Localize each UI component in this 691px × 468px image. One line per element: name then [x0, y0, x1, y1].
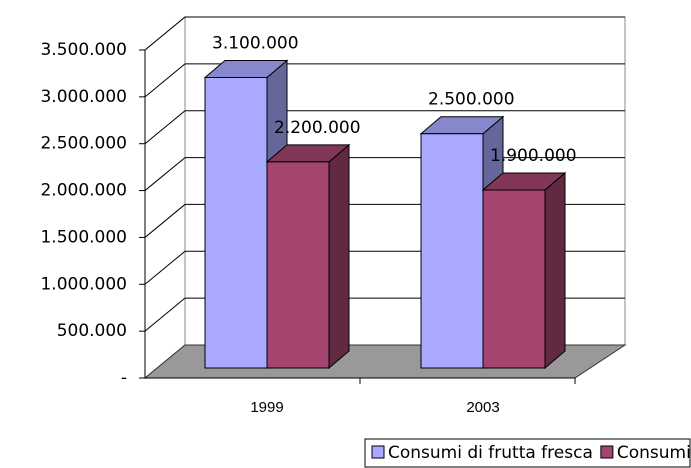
y-tick-label: 3.000.000 — [40, 87, 127, 107]
x-tick-label: 2003 — [466, 399, 499, 416]
grid-line — [144, 16, 625, 51]
bar-front — [266, 161, 330, 369]
grid-line — [144, 110, 625, 145]
grid-line — [144, 63, 625, 98]
value-label: 3.100.000 — [212, 33, 299, 53]
y-tick-label: 1.000.000 — [40, 274, 127, 294]
value-label: 1.900.000 — [490, 146, 577, 166]
bar-front — [482, 189, 546, 369]
legend-label: Consumi di ortaggi freschi — [617, 443, 691, 463]
side-wall — [144, 15, 186, 380]
y-tick-label: 2.000.000 — [40, 181, 127, 201]
legend-marker — [600, 445, 614, 459]
bar-side — [544, 171, 566, 370]
bar-side — [328, 143, 350, 370]
bar — [265, 143, 351, 370]
bar-front — [204, 76, 268, 369]
y-tick-label: 3.500.000 — [40, 40, 127, 60]
legend-marker — [371, 445, 385, 459]
bar — [481, 171, 567, 370]
bar-front — [420, 133, 484, 369]
y-tick-label: 1.500.000 — [40, 227, 127, 247]
y-tick-label: - — [121, 368, 127, 388]
y-tick-label: 2.500.000 — [40, 134, 127, 154]
value-label: 2.200.000 — [274, 118, 361, 138]
legend-label: Consumi di frutta fresca — [388, 443, 593, 463]
x-tick-label: 1999 — [250, 399, 283, 416]
value-label: 2.500.000 — [428, 90, 515, 110]
legend — [364, 438, 691, 468]
y-tick-label: 500.000 — [57, 321, 127, 341]
